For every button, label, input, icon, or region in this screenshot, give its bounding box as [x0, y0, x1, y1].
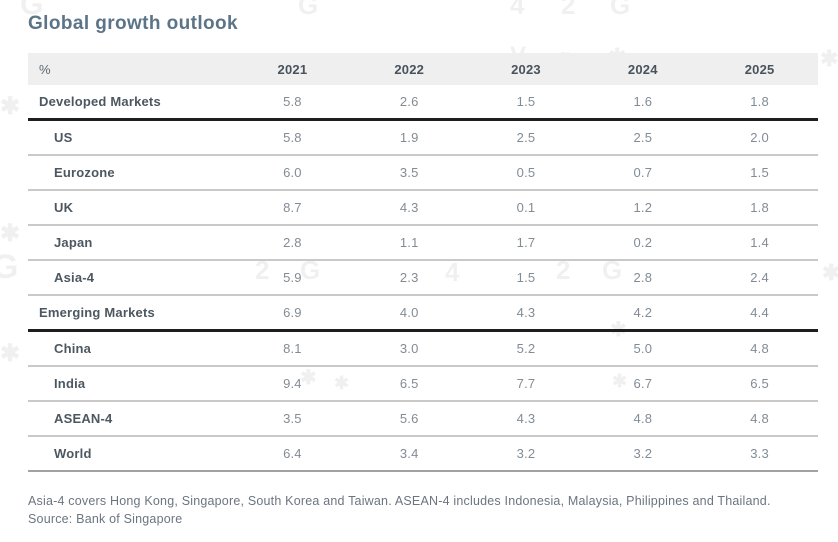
cell-value: 2.4 — [750, 270, 769, 285]
cell-value: 2.8 — [283, 235, 302, 250]
table-row-asean-4: ASEAN-4 3.5 5.6 4.3 4.8 4.8 — [28, 401, 818, 436]
cell-value: 1.5 — [750, 165, 769, 180]
row-label: UK — [54, 200, 74, 215]
cell-value: 4.3 — [399, 200, 419, 215]
table-row-india: India 9.4 6.5 7.7 6.7 6.5 — [28, 366, 818, 401]
table-row-emerging-markets: Emerging Markets 6.9 4.0 4.3 4.2 4.4 — [28, 295, 818, 331]
cell-value: 6.5 — [399, 376, 419, 391]
cell-value: 4.4 — [750, 305, 769, 320]
header-year-2022: 2022 — [394, 61, 425, 77]
row-label: Emerging Markets — [39, 305, 155, 320]
header-year-2025: 2025 — [744, 61, 775, 77]
cell-value: 1.8 — [750, 200, 769, 215]
cell-value: 2.3 — [399, 270, 419, 285]
row-label: Eurozone — [54, 165, 115, 180]
cell-value: 3.4 — [399, 446, 419, 461]
cell-value: 6.7 — [633, 376, 653, 391]
report-page: Global growth outlook % 2021 2022 2023 2… — [28, 13, 818, 529]
cell-value: 6.5 — [750, 376, 769, 391]
table-row-japan: Japan 2.8 1.1 1.7 0.2 1.4 — [28, 225, 818, 260]
cell-value: 2.5 — [516, 130, 536, 145]
table-header: % 2021 2022 2023 2024 2025 — [28, 53, 818, 85]
cell-value: 5.2 — [516, 341, 536, 356]
cell-value: 3.3 — [750, 446, 769, 461]
cell-value: 1.4 — [750, 235, 769, 250]
header-year-2021: 2021 — [277, 61, 308, 77]
footnote: Asia-4 covers Hong Kong, Singapore, Sout… — [28, 493, 790, 529]
table-row-asia-4: Asia-4 5.9 2.3 1.5 2.8 2.4 — [28, 260, 818, 295]
cell-value: 6.0 — [283, 165, 302, 180]
cell-value: 6.4 — [283, 446, 302, 461]
cell-value: 5.6 — [399, 411, 419, 426]
cell-value: 1.9 — [399, 130, 419, 145]
cell-value: 4.8 — [633, 411, 653, 426]
cell-value: 3.2 — [516, 446, 536, 461]
footnote-definition: Asia-4 covers Hong Kong, Singapore, Sout… — [28, 494, 771, 508]
row-label: Japan — [54, 235, 93, 250]
page-title: Global growth outlook — [28, 13, 238, 34]
row-label: China — [54, 341, 92, 356]
cell-value: 3.5 — [283, 411, 302, 426]
cell-value: 3.0 — [399, 341, 419, 356]
cell-value: 7.7 — [516, 376, 536, 391]
row-label: World — [54, 446, 92, 461]
header-year-2023: 2023 — [511, 61, 541, 77]
cell-value: 1.2 — [633, 200, 653, 215]
cell-value: 9.4 — [283, 376, 302, 391]
cell-value: 8.1 — [283, 341, 302, 356]
cell-value: 4.0 — [399, 305, 419, 320]
cell-value: 5.9 — [283, 270, 302, 285]
table-row-world: World 6.4 3.4 3.2 3.2 3.3 — [28, 436, 818, 471]
cell-value: 1.1 — [399, 235, 419, 250]
cell-value: 1.7 — [516, 235, 536, 250]
cell-value: 3.5 — [399, 165, 419, 180]
cell-value: 4.3 — [516, 411, 536, 426]
table-row-eurozone: Eurozone 6.0 3.5 0.5 0.7 1.5 — [28, 155, 818, 190]
row-label: India — [54, 376, 86, 391]
global-growth-table: % 2021 2022 2023 2024 2025 Developed Mar… — [28, 53, 818, 472]
table-row-us: US 5.8 1.9 2.5 2.5 2.0 — [28, 120, 818, 155]
row-label: Developed Markets — [39, 94, 161, 109]
cell-value: 0.7 — [633, 165, 653, 180]
table-row-uk: UK 8.7 4.3 0.1 1.2 1.8 — [28, 190, 818, 225]
cell-value: 4.3 — [516, 305, 536, 320]
cell-value: 4.2 — [633, 305, 653, 320]
cell-value: 3.2 — [633, 446, 653, 461]
row-label: ASEAN-4 — [54, 411, 113, 426]
row-label: US — [54, 130, 73, 145]
cell-value: 0.1 — [516, 200, 536, 215]
cell-value: 1.5 — [516, 270, 536, 285]
header-unit: % — [39, 61, 51, 77]
cell-value: 0.2 — [633, 235, 653, 250]
cell-value: 4.8 — [750, 341, 769, 356]
cell-value: 2.0 — [750, 130, 769, 145]
header-year-2024: 2024 — [627, 61, 658, 77]
cell-value: 8.7 — [283, 200, 302, 215]
cell-value: 5.8 — [283, 94, 302, 109]
header-row: % 2021 2022 2023 2024 2025 — [28, 53, 818, 85]
cell-value: 2.5 — [633, 130, 653, 145]
row-label: Asia-4 — [54, 270, 95, 285]
cell-value: 2.6 — [399, 94, 419, 109]
table-row-developed-markets: Developed Markets 5.8 2.6 1.5 1.6 1.8 — [28, 85, 818, 120]
cell-value: 5.8 — [283, 130, 302, 145]
cell-value: 1.6 — [633, 94, 653, 109]
cell-value: 1.5 — [516, 94, 536, 109]
cell-value: 6.9 — [283, 305, 302, 320]
cell-value: 2.8 — [633, 270, 653, 285]
cell-value: 1.8 — [750, 94, 769, 109]
cell-value: 0.5 — [516, 165, 536, 180]
cell-value: 4.8 — [750, 411, 769, 426]
table-row-china: China 8.1 3.0 5.2 5.0 4.8 — [28, 331, 818, 366]
cell-value: 5.0 — [633, 341, 653, 356]
footnote-source: Source: Bank of Singapore — [28, 511, 183, 526]
